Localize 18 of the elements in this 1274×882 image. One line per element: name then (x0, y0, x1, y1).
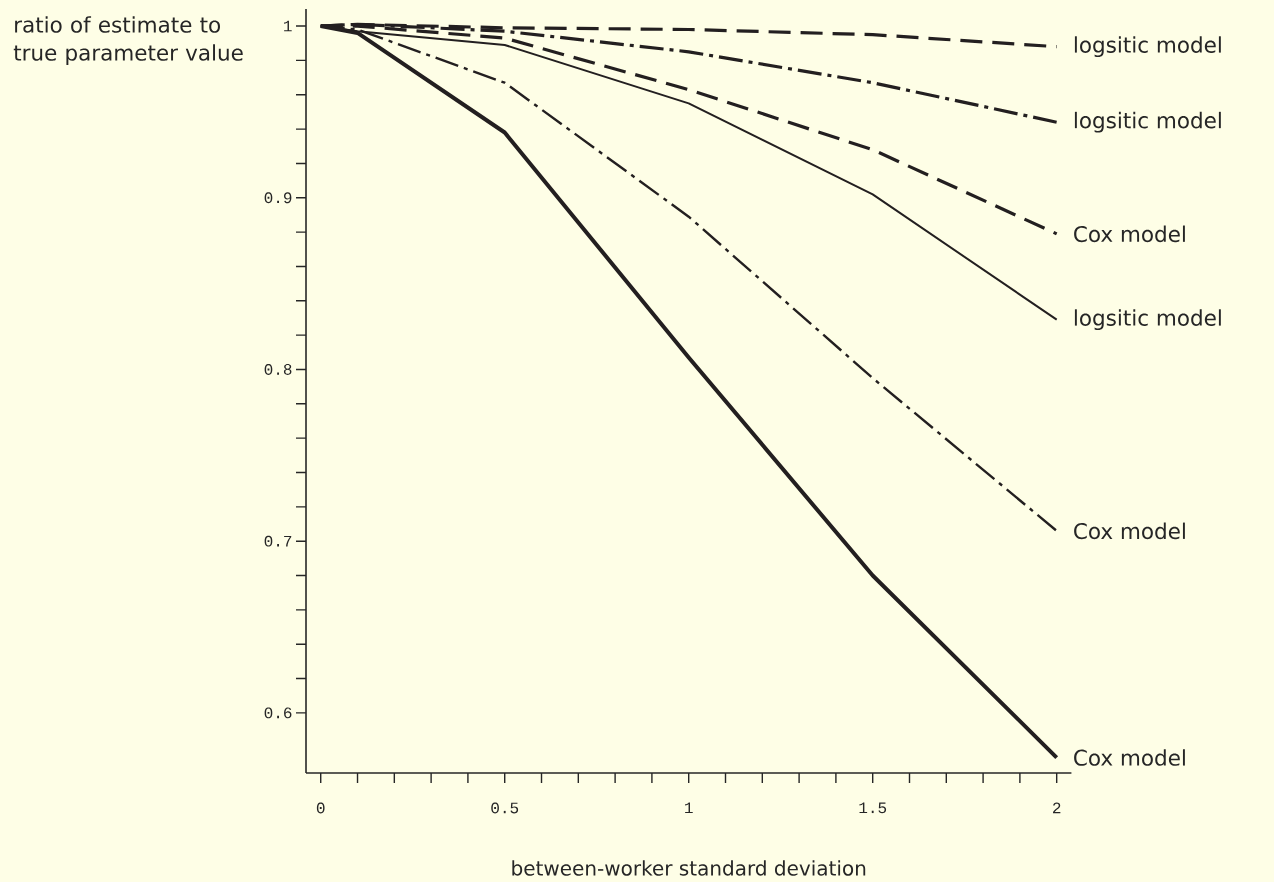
x-tick-label: 2 (1053, 802, 1061, 814)
x-axis-title: between-worker standard deviation (512, 860, 866, 876)
series-label: logsitic model (1074, 36, 1221, 58)
series-label: Cox model (1074, 749, 1185, 766)
x-tick-label: 1.5 (859, 802, 887, 814)
y-tick-label: 1 (284, 20, 292, 32)
y-tick-label: 0.8 (264, 364, 292, 375)
y-tick-label: 0.9 (264, 192, 292, 204)
x-tick-label: 1 (685, 802, 693, 814)
series-label: Cox model (1074, 522, 1185, 540)
x-tick-label: 0.5 (491, 802, 519, 814)
y-axis-title: ratio of estimate to true parameter value (13, 16, 243, 65)
series-label: logsitic model (1074, 309, 1221, 331)
series-label: logsitic model (1074, 111, 1221, 133)
series-label: Cox model (1074, 225, 1185, 243)
x-tick-label: 0 (316, 802, 325, 814)
y-tick-label: 0.6 (264, 707, 292, 719)
y-tick-label: 0.7 (264, 535, 292, 547)
